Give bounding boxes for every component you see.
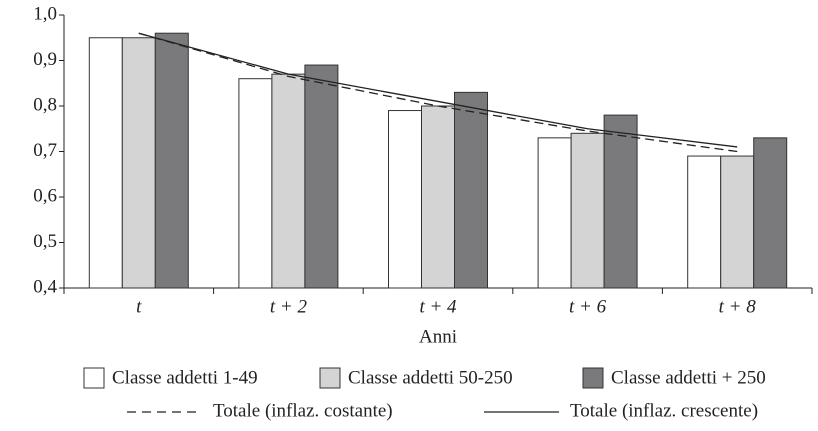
legend-swatch xyxy=(582,367,604,389)
bar xyxy=(238,78,273,289)
line xyxy=(138,32,738,153)
y-tick-label: 0,4 xyxy=(33,276,57,297)
y-tick-label: 1,0 xyxy=(33,3,57,24)
bar xyxy=(687,155,722,289)
y-tick-label: 0,7 xyxy=(33,140,57,161)
bar xyxy=(388,110,422,289)
x-tick-label: t xyxy=(136,296,142,317)
bar xyxy=(454,91,488,289)
bar xyxy=(304,64,339,289)
y-tick-label: 0,9 xyxy=(33,49,57,70)
bar xyxy=(88,37,123,289)
legend-swatch xyxy=(83,367,105,389)
bar xyxy=(154,32,189,289)
legend-label: Classe addetti 50-250 xyxy=(348,367,513,388)
y-tick-label: 0,5 xyxy=(33,231,57,252)
bar xyxy=(570,132,605,289)
bar xyxy=(121,37,156,289)
legend-label: Totale (inflaz. costante) xyxy=(213,400,393,421)
bar xyxy=(753,137,788,289)
bar xyxy=(603,114,638,289)
y-tick-label: 0,8 xyxy=(33,94,57,115)
bar xyxy=(421,105,455,289)
x-axis-label: Anni xyxy=(419,326,457,347)
x-tick-label: t + 4 xyxy=(419,296,457,317)
x-tick-label: t + 8 xyxy=(719,296,757,317)
bar xyxy=(537,137,572,289)
x-tick-label: t + 2 xyxy=(270,296,308,317)
legend-label: Totale (inflaz. crescente) xyxy=(570,400,758,421)
x-tick-label: t + 6 xyxy=(569,296,607,317)
bar xyxy=(271,73,306,289)
legend-label: Classe addetti 1-49 xyxy=(112,367,258,388)
legend-label: Classe addetti + 250 xyxy=(611,367,766,388)
y-tick-label: 0,6 xyxy=(33,185,57,206)
bar xyxy=(720,155,755,289)
legend-swatch xyxy=(319,367,341,389)
line xyxy=(138,32,738,148)
